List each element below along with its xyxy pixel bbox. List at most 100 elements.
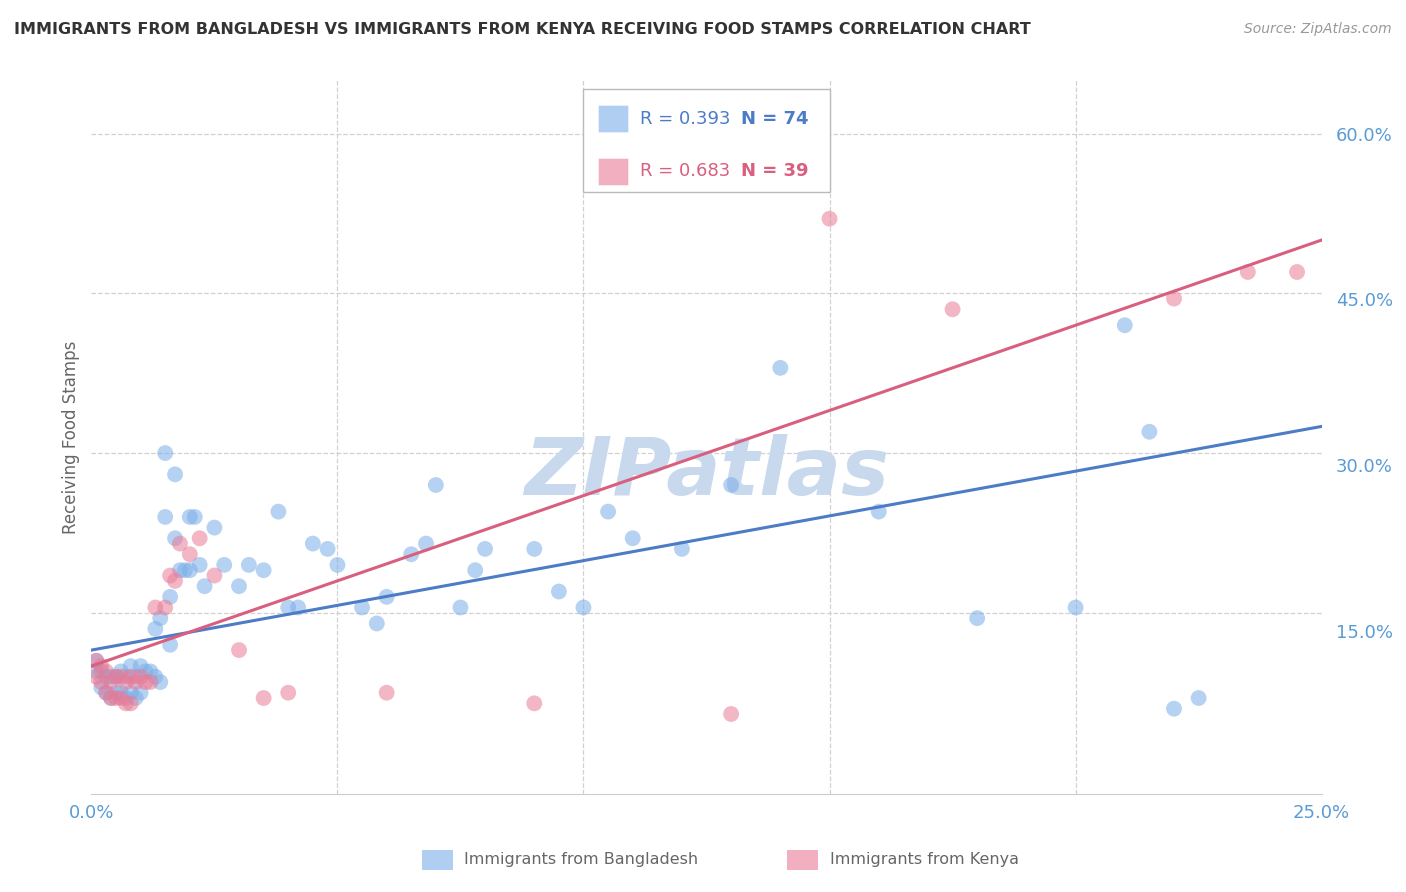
Point: [179, 547, 201, 561]
Point: [110, 670, 132, 684]
Point: [135, 665, 156, 679]
Point: [163, 531, 186, 545]
Point: [159, 638, 181, 652]
Point: [547, 584, 569, 599]
Point: [375, 590, 398, 604]
Point: [174, 563, 197, 577]
Point: [366, 616, 388, 631]
Point: [149, 611, 172, 625]
Point: [1285, 265, 1308, 279]
Point: [149, 675, 172, 690]
Point: [212, 558, 235, 572]
Point: [188, 558, 211, 572]
Point: [110, 686, 132, 700]
Point: [90, 659, 112, 673]
Text: 15.0%: 15.0%: [1336, 624, 1393, 641]
Point: [228, 643, 250, 657]
Point: [96, 686, 117, 700]
Point: [124, 675, 146, 690]
Point: [277, 686, 299, 700]
Text: ZIPatlas: ZIPatlas: [524, 434, 889, 512]
Point: [153, 446, 177, 460]
Text: N = 74: N = 74: [741, 110, 808, 128]
Point: [1163, 701, 1185, 715]
Point: [110, 665, 132, 679]
Point: [139, 665, 162, 679]
Point: [464, 563, 486, 577]
Point: [326, 558, 349, 572]
Point: [120, 670, 142, 684]
Y-axis label: Receiving Food Stamps: Receiving Food Stamps: [62, 341, 80, 533]
Text: R = 0.393: R = 0.393: [640, 110, 730, 128]
Point: [124, 691, 146, 706]
Point: [169, 563, 191, 577]
Text: N = 39: N = 39: [741, 162, 808, 180]
Text: 45.0%: 45.0%: [1336, 293, 1393, 310]
Point: [193, 579, 217, 593]
Point: [399, 547, 422, 561]
Point: [90, 665, 112, 679]
Point: [100, 675, 122, 690]
Point: [267, 505, 290, 519]
Point: [120, 697, 142, 711]
Point: [114, 697, 138, 711]
Point: [129, 670, 152, 684]
Point: [145, 670, 166, 684]
Point: [145, 600, 166, 615]
Point: [100, 670, 122, 684]
Point: [596, 505, 619, 519]
Point: [1237, 265, 1260, 279]
Text: Immigrants from Kenya: Immigrants from Kenya: [830, 853, 1018, 867]
Point: [129, 686, 152, 700]
Point: [720, 706, 742, 721]
Point: [1064, 600, 1087, 615]
Point: [86, 654, 108, 668]
Point: [301, 536, 323, 550]
Point: [86, 654, 108, 668]
Point: [1187, 691, 1209, 706]
Point: [96, 686, 117, 700]
Point: [202, 568, 225, 582]
Point: [105, 670, 127, 684]
Point: [941, 302, 963, 317]
Point: [179, 563, 201, 577]
Point: [720, 478, 742, 492]
Point: [100, 691, 122, 706]
Point: [352, 600, 374, 615]
Point: [449, 600, 471, 615]
Point: [966, 611, 988, 625]
Point: [86, 665, 108, 679]
Point: [124, 670, 146, 684]
Point: [129, 659, 152, 673]
Point: [375, 686, 398, 700]
Point: [159, 590, 181, 604]
Point: [188, 531, 211, 545]
Point: [163, 574, 186, 588]
Text: 60.0%: 60.0%: [1336, 127, 1392, 145]
Point: [145, 622, 166, 636]
Point: [415, 536, 437, 550]
Point: [621, 531, 644, 545]
Point: [287, 600, 309, 615]
Point: [1139, 425, 1161, 439]
Point: [169, 536, 191, 550]
Text: R = 0.683: R = 0.683: [640, 162, 730, 180]
Point: [277, 600, 299, 615]
Point: [179, 510, 201, 524]
Point: [523, 697, 546, 711]
Point: [1114, 318, 1136, 333]
Point: [228, 579, 250, 593]
Point: [86, 670, 108, 684]
Point: [253, 691, 276, 706]
Point: [425, 478, 447, 492]
Point: [120, 659, 142, 673]
Text: Source: ZipAtlas.com: Source: ZipAtlas.com: [1244, 22, 1392, 37]
Point: [818, 211, 841, 226]
Text: 30.0%: 30.0%: [1336, 458, 1392, 476]
Text: Immigrants from Bangladesh: Immigrants from Bangladesh: [464, 853, 699, 867]
Point: [474, 541, 496, 556]
Point: [253, 563, 276, 577]
Point: [769, 360, 792, 375]
Point: [96, 665, 117, 679]
Point: [238, 558, 260, 572]
